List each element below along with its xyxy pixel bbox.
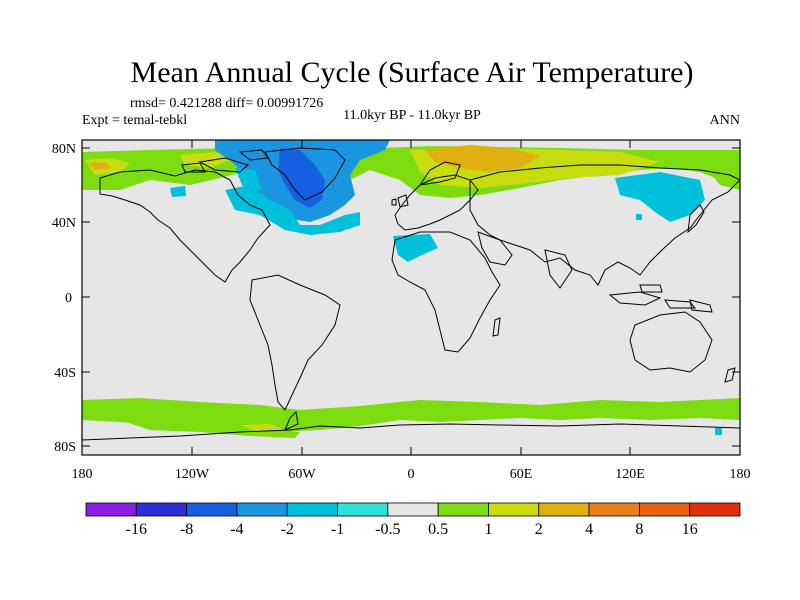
colorbar-label: -4 (230, 521, 243, 538)
colorbar-swatch (85, 502, 137, 517)
british-isles-coast (391, 194, 409, 208)
asia-coast (469, 164, 740, 286)
japan-coast (687, 204, 705, 234)
colorbar-label: 2 (535, 521, 543, 538)
colorbar-swatch (286, 502, 338, 517)
east-asia-negative-zone (615, 172, 705, 222)
lon-label-120w: 120W (175, 467, 210, 482)
lon-label-60e: 60E (510, 467, 533, 482)
colorbar-swatch (387, 502, 439, 517)
asia-small-cyan (636, 214, 642, 220)
south-america-coast (249, 274, 341, 411)
indonesia-coast (608, 284, 713, 313)
lat-label-40s: 40S (54, 366, 76, 381)
antarctica-coast (82, 423, 740, 441)
lon-label-0: 0 (408, 467, 415, 482)
africa-coast (391, 231, 501, 353)
lat-label-0: 0 (65, 291, 72, 306)
greenland-coast (264, 147, 346, 201)
madagascar-coast (492, 317, 501, 337)
season-text: ANN (710, 113, 740, 128)
antarctic-peninsula-coast (284, 410, 299, 431)
alaska-cyan (170, 186, 186, 197)
colorbar-swatch (186, 502, 238, 517)
colorbar-label: -16 (126, 521, 147, 538)
lon-label-180w: 180 (72, 467, 93, 482)
anomaly-field (82, 140, 740, 438)
lon-label-180e: 180 (730, 467, 751, 482)
lat-label-40n: 40N (52, 216, 76, 231)
greenland-strong-negative (278, 148, 325, 208)
longitude-labels: 180 120W 60W 0 60E 120E 180 (72, 467, 751, 482)
colorbar: -16 -8 -4 -2 -1 -0.5 0.5 1 2 4 8 16 (85, 502, 741, 538)
colorbar-label: -1 (331, 521, 344, 538)
colorbar-swatch (638, 502, 691, 517)
subtropical-atlantic-cyan (393, 234, 438, 262)
main-title: Mean Annual Cycle (Surface Air Temperatu… (131, 56, 694, 89)
baffin-cyan (235, 168, 262, 192)
period-text: 11.0kyr BP - 11.0kyr BP (343, 108, 481, 123)
colorbar-swatch (689, 502, 741, 517)
colorbar-swatch (538, 502, 590, 517)
map-panel: 80N 40N 0 40S 80S 180 120W 60W 0 60E 120… (52, 139, 751, 482)
colorbar-label: 8 (635, 521, 643, 538)
colorbar-label: 4 (585, 521, 593, 538)
colorbar-label: 0.5 (428, 521, 448, 538)
india-coast (544, 249, 573, 289)
antarctic-yellow-patch (240, 424, 285, 432)
colorbar-swatch (236, 502, 288, 517)
australia-coast (629, 311, 713, 373)
atlantic-light-negative (225, 185, 360, 235)
colorbar-swatch (437, 502, 489, 517)
colorbar-label: -0.5 (375, 521, 400, 538)
arabia-coast (477, 231, 513, 266)
arctic-islands-coast (181, 149, 269, 173)
scandinavia-coast (418, 161, 461, 186)
coastlines (82, 147, 740, 441)
alaska-orange-patch (88, 162, 112, 170)
colorbar-swatch (135, 502, 188, 517)
lat-label-80s: 80S (54, 440, 76, 455)
stats-text: rmsd= 0.421288 diff= 0.00991726 (130, 96, 323, 111)
colorbar-swatch (488, 502, 540, 517)
colorbar-label: 16 (682, 521, 698, 538)
colorbar-swatch (588, 502, 640, 517)
colorbar-label: -8 (180, 521, 193, 538)
colorbar-label: 1 (484, 521, 492, 538)
axis-ticks (81, 140, 741, 455)
colorbar-swatch (337, 502, 389, 517)
new-zealand-coast (724, 367, 736, 383)
siberia-orange-zone (425, 145, 540, 172)
lon-label-60w: 60W (288, 467, 316, 482)
experiment-text: Expt = temal-tebkl (82, 113, 187, 128)
arctic-east-green (700, 158, 740, 190)
lon-label-120e: 120E (615, 467, 645, 482)
southern-ocean-positive-band (82, 398, 740, 432)
colorbar-label: -2 (281, 521, 294, 538)
latitude-labels: 80N 40N 0 40S 80S (52, 142, 76, 455)
antarctic-green-tongue (120, 420, 300, 438)
lat-label-80n: 80N (52, 142, 76, 157)
antarctic-cyan-dot (715, 428, 722, 435)
